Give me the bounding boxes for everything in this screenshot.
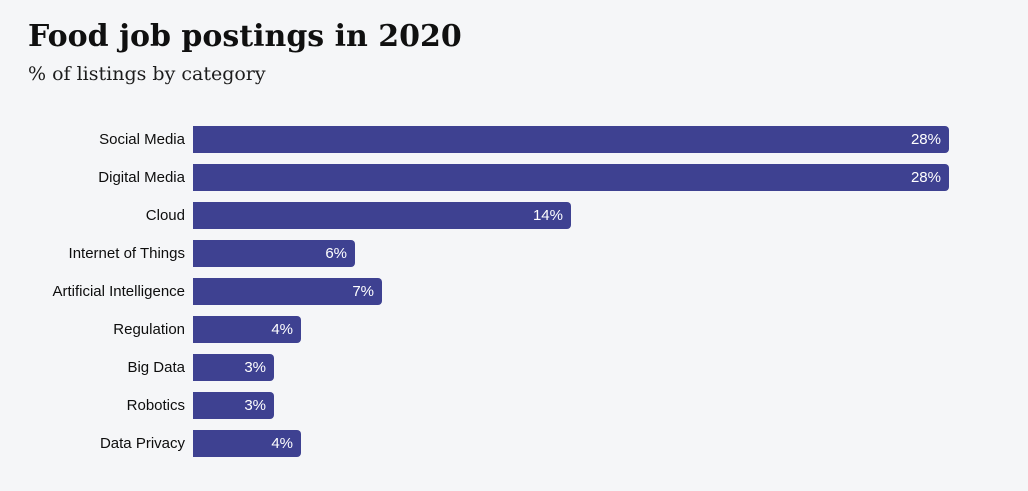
bar: 4% [193, 316, 301, 343]
chart-subtitle: % of listings by category [28, 62, 266, 85]
bar: 28% [193, 164, 949, 191]
value-label: 28% [910, 169, 941, 186]
bar-row: Cloud 14% [0, 202, 1028, 229]
category-label: Internet of Things [68, 245, 185, 262]
value-label: 28% [910, 131, 941, 148]
category-label: Digital Media [98, 169, 185, 186]
bar: 28% [193, 126, 949, 153]
value-label: 3% [244, 359, 266, 376]
chart-title: Food job postings in 2020 [28, 19, 462, 54]
category-label: Social Media [99, 131, 185, 148]
category-label: Data Privacy [99, 435, 185, 452]
category-label: Robotics [126, 397, 185, 414]
bar: 3% [193, 354, 274, 381]
bar-chart: Social Media 28% Digital Media 28% Cloud 14% I… [0, 126, 1028, 468]
value-label: 4% [271, 435, 293, 452]
bar-row: Social Media 28% [0, 126, 1028, 153]
bar-row: Big Data 3% [0, 354, 1028, 381]
value-label: 4% [271, 321, 293, 338]
category-label: Artificial Intelligence [52, 283, 185, 300]
bar: 4% [193, 430, 301, 457]
bar: 14% [193, 202, 571, 229]
category-label: Cloud [145, 207, 185, 224]
bar-row: Data Privacy 4% [0, 430, 1028, 457]
value-label: 3% [244, 397, 266, 414]
bar-row: Robotics 3% [0, 392, 1028, 419]
value-label: 7% [352, 283, 374, 300]
value-label: 14% [532, 207, 563, 224]
bar-row: Internet of Things 6% [0, 240, 1028, 267]
bar: 7% [193, 278, 382, 305]
chart-header: Food job postings in 2020 % of listings … [28, 19, 462, 85]
value-label: 6% [325, 245, 347, 262]
bar-row: Digital Media 28% [0, 164, 1028, 191]
bar: 3% [193, 392, 274, 419]
category-label: Big Data [127, 359, 185, 376]
bar: 6% [193, 240, 355, 267]
bar-row: Artificial Intelligence 7% [0, 278, 1028, 305]
category-label: Regulation [113, 321, 185, 338]
bar-row: Regulation 4% [0, 316, 1028, 343]
